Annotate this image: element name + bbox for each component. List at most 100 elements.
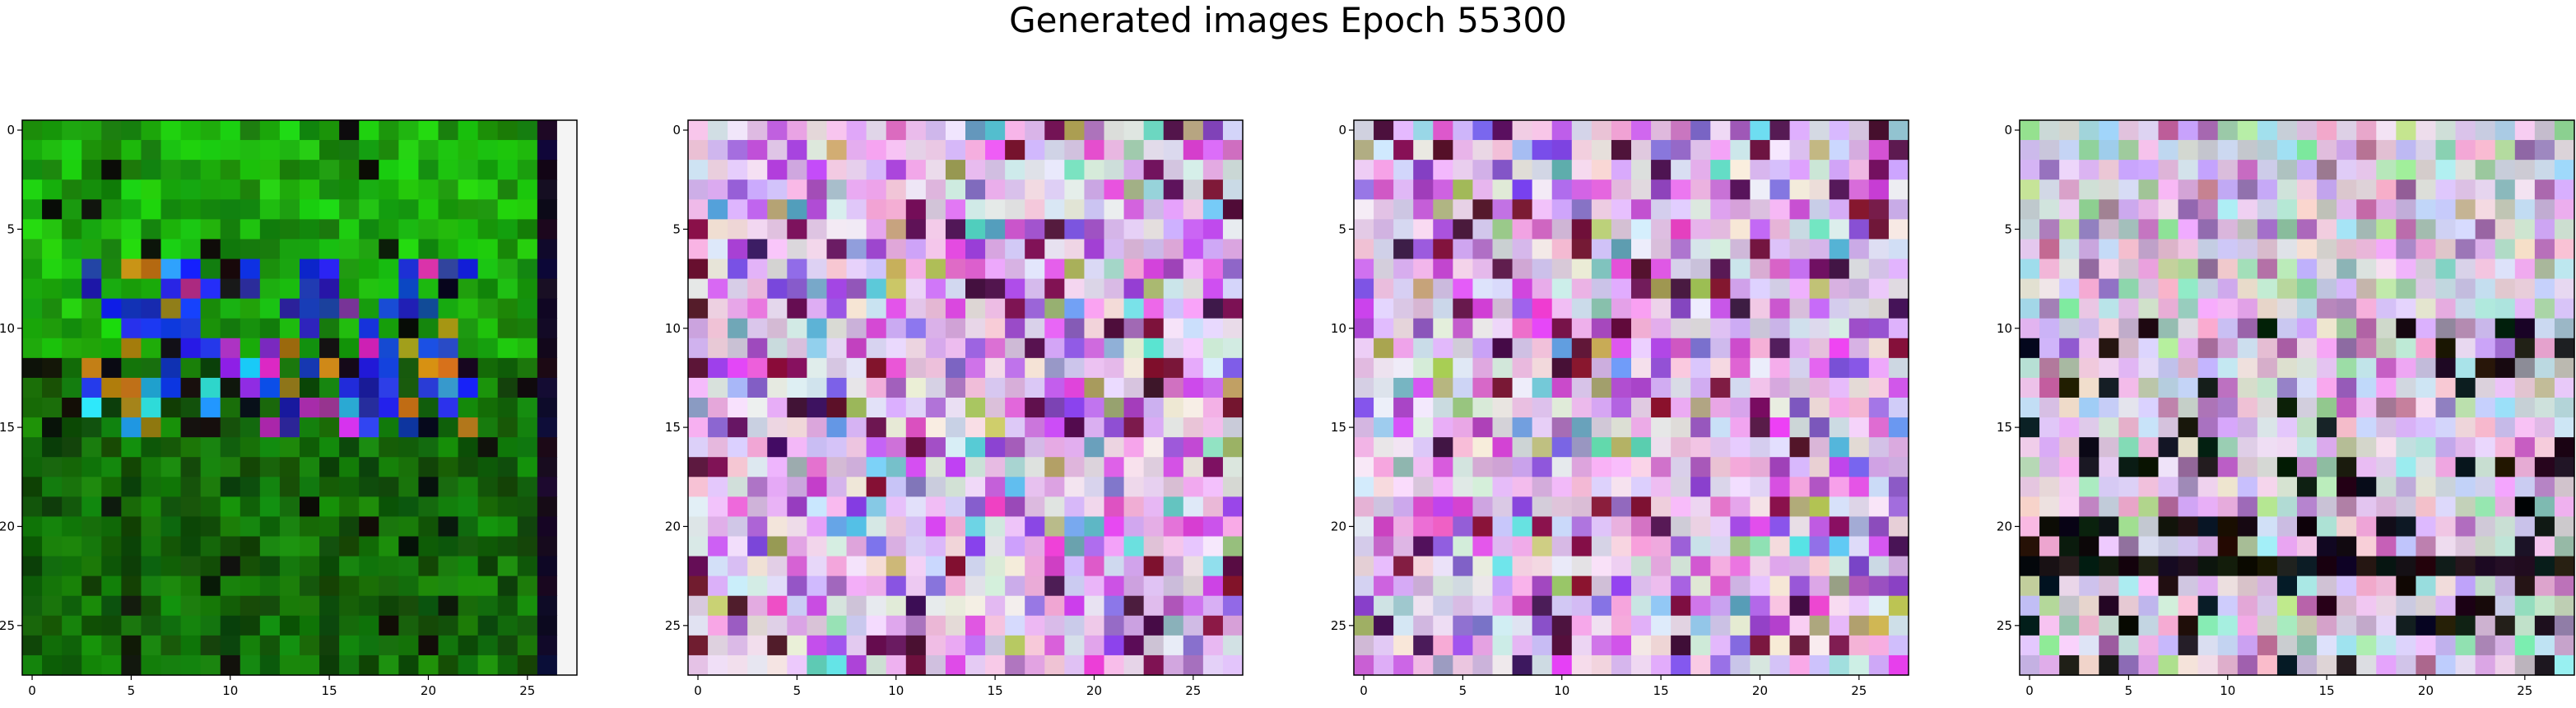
pixel-cell [965,179,986,200]
pixel-cell [2297,278,2318,300]
pixel-cell [2178,298,2199,319]
pixel-cell [2376,239,2397,260]
pixel-cell [1143,318,1165,339]
pixel-cell [2197,140,2219,161]
pixel-cell [1064,298,1086,319]
pixel-cell [101,575,122,597]
pixel-cell [1143,298,1165,319]
pixel-cell [2554,556,2575,577]
pixel-cell [1789,140,1811,161]
x-tick-label: 0 [1360,683,1368,698]
pixel-cell [2554,160,2575,180]
pixel-cell [22,556,43,577]
pixel-cell [2435,575,2457,597]
pixel-cell [866,635,887,656]
pixel-cell [239,377,261,398]
pixel-cell [42,278,63,300]
pixel-cell [418,595,439,617]
pixel-cell [1163,635,1184,656]
pixel-cell [2396,298,2417,319]
pixel-cell [1183,615,1204,636]
pixel-cell [2514,219,2536,240]
pixel-cell [708,516,728,538]
pixel-cell [458,417,479,438]
pixel-cell [1750,278,1771,300]
pixel-cell [1453,377,1474,398]
pixel-cell [1163,219,1184,240]
pixel-cell [688,377,709,398]
pixel-cell [1888,239,1909,260]
pixel-cell [438,615,459,636]
pixel-cell [708,477,728,497]
pixel-cell [2554,338,2575,359]
pixel-cell [2158,298,2179,319]
pixel-cell [1868,357,1890,379]
pixel-cell [160,556,182,577]
pixel-cell [2158,536,2179,557]
pixel-cell [688,298,709,319]
pixel-cell [1730,140,1751,161]
pixel-cell [826,615,848,636]
pixel-cell [747,615,768,636]
pixel-cell [2495,556,2516,577]
pixel-cell [2217,457,2239,477]
pixel-cell [220,654,241,676]
pixel-cell [1809,377,1830,398]
pixel-cell [2237,536,2258,557]
pixel-cell [2337,477,2357,497]
pixel-cell [866,398,887,418]
pixel-cell [1848,219,1870,240]
pixel-cell [846,536,867,557]
pixel-cell [708,179,728,200]
pixel-cell [2534,278,2555,300]
y-tick-label: 0 [7,123,15,137]
pixel-cell [1789,338,1811,359]
pixel-cell [2079,278,2099,300]
pixel-cell [458,318,479,339]
pixel-cell [2039,516,2060,538]
pixel-cell [1453,496,1474,518]
pixel-cell [259,259,281,280]
pixel-cell [537,160,558,180]
pixel-cell [1393,318,1414,339]
pixel-cell [1591,278,1612,300]
pixel-cell [239,417,261,438]
pixel-cell [2554,516,2575,538]
pixel-cell [1532,575,1553,597]
pixel-cell [2276,635,2298,656]
pixel-cell [1611,140,1632,161]
pixel-cell [359,179,379,200]
pixel-cell [2020,219,2040,240]
pixel-cell [1512,615,1533,636]
pixel-cell [1789,318,1811,339]
pixel-cell [1005,298,1025,319]
pixel-cell [1730,575,1751,597]
pixel-cell [42,437,63,458]
pixel-cell [141,140,162,161]
pixel-cell [2435,259,2457,280]
pixel-cell [239,575,261,597]
pixel-cell [2276,536,2298,557]
pixel-cell [747,536,768,557]
pixel-cell [2455,318,2476,339]
pixel-cell [2297,398,2318,418]
pixel-cell [62,377,82,398]
pixel-cell [1868,437,1890,458]
pixel-cell [2435,437,2457,458]
pixel-cell [1064,377,1086,398]
pixel-cell [1571,377,1593,398]
pixel-cell [497,357,518,379]
pixel-cell [1730,556,1751,577]
pixel-cell [866,199,887,220]
pixel-cell [2317,338,2337,359]
pixel-cell [1453,457,1474,477]
pixel-cell [2514,556,2536,577]
pixel-cell [767,357,788,379]
pixel-cell [279,496,300,518]
pixel-cell [2534,556,2555,577]
pixel-cell [300,477,320,497]
x-tick-label: 25 [1185,683,1201,698]
pixel-cell [537,357,558,379]
x-tick-label: 5 [793,683,802,698]
pixel-cell [1104,278,1125,300]
